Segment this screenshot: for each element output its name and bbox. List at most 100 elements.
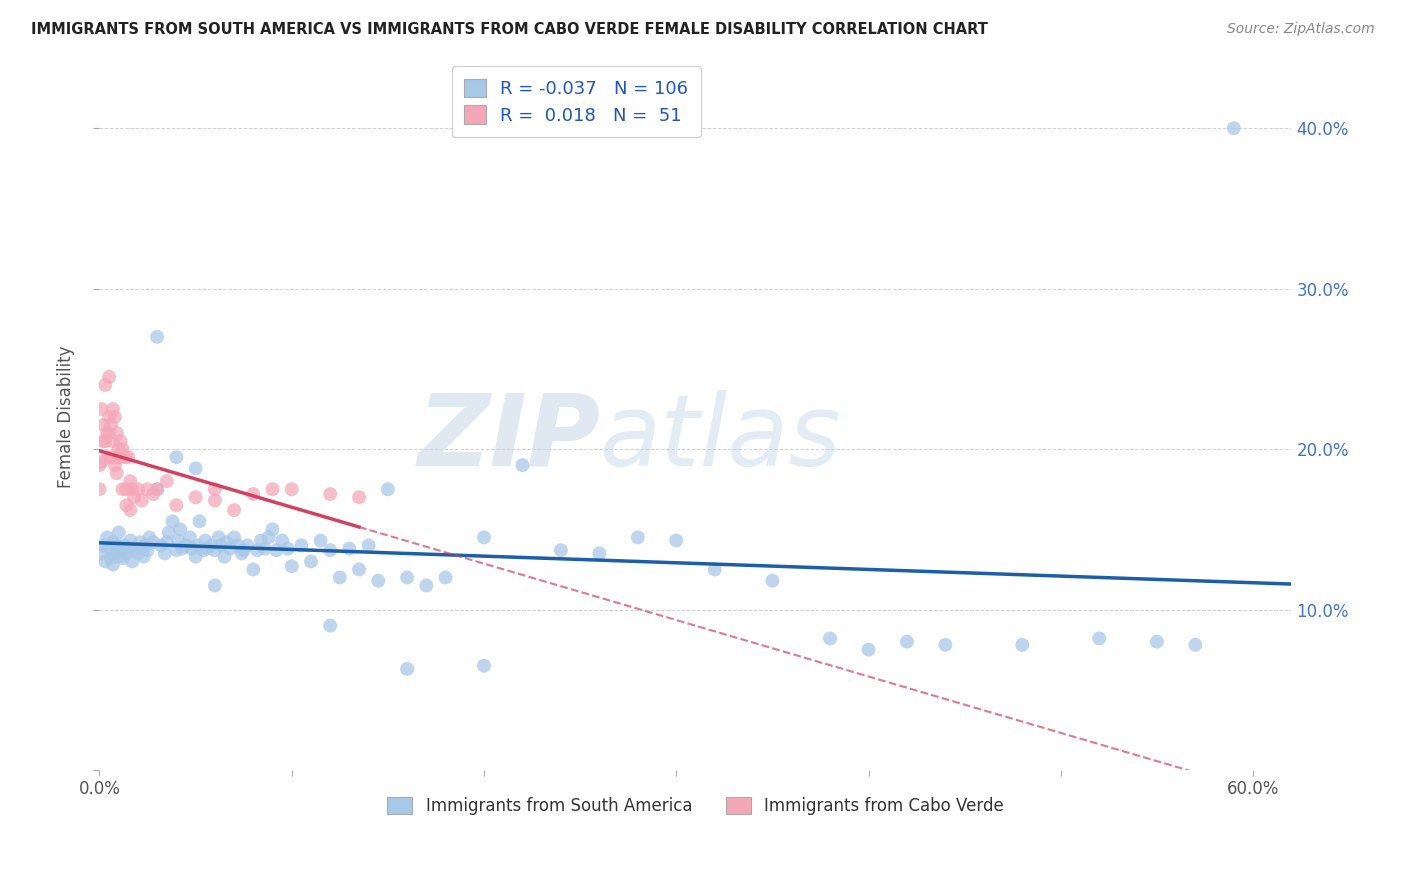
Point — [105, 538, 128, 552]
Point — [165, 543, 187, 558]
Point — [98, 426, 121, 441]
Point — [101, 434, 124, 449]
Point — [107, 549, 129, 564]
Point — [162, 514, 184, 528]
Point — [472, 658, 495, 673]
Point — [89, 458, 111, 472]
Point — [262, 522, 284, 536]
Point — [96, 450, 118, 464]
Text: ZIP: ZIP — [418, 390, 600, 487]
Point — [339, 541, 361, 556]
Point — [329, 570, 352, 584]
Point — [104, 546, 127, 560]
Point — [114, 450, 136, 464]
Point — [271, 533, 294, 548]
Point — [90, 546, 112, 560]
Point — [226, 538, 249, 552]
Point — [319, 618, 342, 632]
Point — [136, 543, 159, 558]
Point — [299, 554, 322, 568]
Point — [309, 533, 332, 548]
Point — [188, 514, 211, 528]
Point — [107, 450, 129, 464]
Point — [215, 535, 238, 549]
Point — [115, 482, 138, 496]
Point — [214, 549, 236, 564]
Point — [100, 551, 122, 566]
Point — [131, 493, 153, 508]
Point — [204, 543, 226, 558]
Point — [194, 533, 217, 548]
Point — [91, 538, 114, 552]
Point — [550, 543, 572, 558]
Point — [262, 482, 284, 496]
Point — [150, 538, 173, 552]
Point — [257, 530, 280, 544]
Point — [107, 442, 129, 456]
Point — [104, 410, 127, 425]
Point — [184, 549, 207, 564]
Point — [136, 482, 159, 496]
Point — [115, 498, 138, 512]
Point — [1146, 634, 1168, 648]
Point — [319, 487, 342, 501]
Point — [377, 482, 399, 496]
Point — [121, 482, 143, 496]
Point — [236, 538, 259, 552]
Point — [434, 570, 457, 584]
Point — [896, 634, 918, 648]
Point — [512, 458, 534, 472]
Point — [186, 538, 208, 552]
Point — [703, 562, 725, 576]
Point — [142, 487, 165, 501]
Point — [588, 546, 610, 560]
Point — [204, 493, 226, 508]
Point — [208, 530, 231, 544]
Point — [193, 543, 215, 558]
Point — [242, 487, 264, 501]
Point — [172, 541, 194, 556]
Point — [200, 538, 222, 552]
Y-axis label: Female Disability: Female Disability — [58, 346, 75, 488]
Point — [222, 503, 245, 517]
Point — [127, 546, 149, 560]
Point — [174, 538, 197, 552]
Text: IMMIGRANTS FROM SOUTH AMERICA VS IMMIGRANTS FROM CABO VERDE FEMALE DISABILITY CO: IMMIGRANTS FROM SOUTH AMERICA VS IMMIGRA… — [31, 22, 988, 37]
Point — [761, 574, 783, 588]
Point — [184, 490, 207, 504]
Point — [122, 490, 145, 504]
Point — [1011, 638, 1033, 652]
Point — [165, 498, 187, 512]
Point — [818, 632, 841, 646]
Point — [98, 541, 121, 556]
Point — [627, 530, 650, 544]
Point — [120, 474, 142, 488]
Point — [100, 418, 122, 433]
Point — [142, 535, 165, 549]
Point — [156, 535, 179, 549]
Point — [396, 662, 419, 676]
Point — [250, 533, 273, 548]
Point — [98, 370, 121, 384]
Point — [415, 578, 437, 592]
Point — [128, 535, 150, 549]
Point — [89, 482, 111, 496]
Point — [1223, 121, 1246, 136]
Point — [117, 450, 139, 464]
Point — [396, 570, 419, 584]
Point — [115, 546, 138, 560]
Point — [219, 541, 242, 556]
Point — [232, 543, 254, 558]
Point — [96, 530, 118, 544]
Point — [104, 458, 127, 472]
Point — [347, 562, 370, 576]
Point — [858, 642, 880, 657]
Point — [110, 541, 132, 556]
Point — [135, 538, 157, 552]
Point — [101, 535, 124, 549]
Point — [367, 574, 389, 588]
Point — [266, 543, 288, 558]
Point — [280, 482, 302, 496]
Point — [347, 490, 370, 504]
Point — [94, 554, 117, 568]
